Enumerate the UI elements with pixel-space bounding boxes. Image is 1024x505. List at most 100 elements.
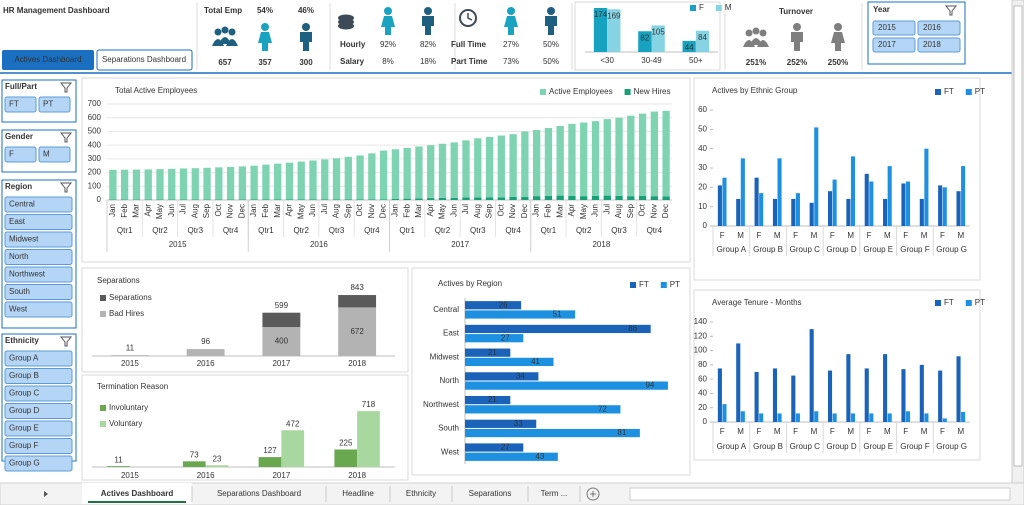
bar (509, 196, 517, 200)
bar (809, 202, 814, 226)
slicer-item[interactable] (4, 438, 73, 454)
slicer-item[interactable] (4, 455, 73, 472)
slicer-title: Full/Part (5, 82, 37, 91)
group-label: Group A (717, 442, 747, 451)
quarter-label: Qtr3 (470, 226, 486, 235)
bar (465, 381, 668, 390)
slicer-item[interactable] (917, 37, 961, 53)
chart-title: Actives by Ethnic Group (712, 86, 798, 95)
slicer-item[interactable] (4, 420, 73, 437)
kpi-pct: 50% (543, 40, 559, 49)
x-tick-label: M (847, 427, 854, 436)
bar (883, 198, 888, 226)
bar (759, 413, 764, 422)
slicer-item[interactable] (4, 196, 73, 213)
bar (281, 430, 305, 467)
kpi-pct: 82% (420, 40, 436, 49)
data-label: 94 (645, 381, 654, 390)
kpi-label: Total Emp (204, 6, 242, 15)
slicer-item[interactable] (872, 37, 916, 53)
group-icon (750, 38, 762, 45)
bar (869, 181, 874, 226)
bar (809, 329, 814, 422)
x-tick-label: F (940, 427, 945, 436)
slicer-item[interactable] (38, 96, 71, 113)
slicer-item[interactable] (4, 368, 73, 384)
slicer-item[interactable] (4, 266, 73, 283)
bar (651, 25, 665, 52)
slicer-item[interactable] (4, 231, 73, 248)
person-icon (381, 16, 395, 35)
bar (791, 198, 796, 226)
person-icon (384, 7, 392, 15)
kpi-pct: 54% (257, 6, 273, 15)
bar (682, 40, 696, 52)
sheet-tab-label: Separations (469, 489, 512, 498)
sheet-tab[interactable] (82, 483, 192, 504)
legend-label: F (699, 3, 704, 12)
bar (262, 164, 270, 200)
nav-button[interactable] (96, 49, 193, 71)
slicer-item[interactable] (4, 350, 73, 367)
bar (906, 411, 911, 422)
slicer-item[interactable] (4, 146, 37, 163)
bar (901, 369, 906, 422)
y-tick-label: 0 (703, 417, 708, 426)
x-tick-label: Sep (343, 203, 352, 218)
bar (846, 198, 851, 226)
bar (662, 196, 670, 200)
person-icon (547, 7, 555, 15)
bar (532, 130, 541, 197)
slicer-item[interactable] (38, 146, 71, 163)
add-sheet[interactable] (586, 487, 600, 501)
slicer-title: Year (873, 5, 890, 14)
bar (465, 357, 554, 367)
legend-swatch (624, 89, 631, 95)
nav-button[interactable] (2, 50, 94, 70)
bar (832, 413, 837, 422)
slicer-item[interactable] (4, 214, 73, 230)
slicer-item-label: 2017 (878, 40, 896, 49)
bar (777, 158, 782, 226)
bar (309, 199, 317, 200)
slicer-item-label: Group E (9, 424, 39, 433)
slicer-item[interactable] (872, 20, 916, 36)
slicer-item[interactable] (917, 20, 961, 36)
filter-icon (59, 182, 73, 193)
bar (532, 196, 541, 200)
bar (956, 191, 961, 226)
slicer-item[interactable] (4, 249, 73, 265)
bar (368, 153, 376, 200)
bar (391, 198, 400, 200)
year-label: 2017 (451, 240, 469, 249)
x-tick-label: Feb (261, 203, 270, 217)
quarter-label: Qtr3 (611, 226, 627, 235)
y-tick-label: 40 (698, 144, 707, 153)
bar (379, 150, 388, 200)
x-tick-label: 2018 (348, 359, 366, 368)
kpi-pct: 73% (503, 57, 519, 66)
bar (544, 128, 553, 196)
slicer-item[interactable] (4, 284, 73, 300)
bar (438, 197, 447, 200)
group-label: Group C (790, 245, 820, 254)
x-tick-label: Sep (626, 203, 635, 218)
x-tick-label: Dec (379, 204, 388, 218)
group-icon (759, 29, 767, 37)
slicer-item[interactable] (4, 385, 73, 402)
x-tick-label: May (296, 204, 305, 219)
x-tick-label: M (737, 427, 744, 436)
bar (110, 355, 149, 356)
bar (736, 198, 741, 226)
slicer-item[interactable] (4, 301, 73, 318)
bar (465, 452, 558, 461)
bar (474, 138, 482, 198)
slicer-item[interactable] (4, 403, 73, 419)
slicer-item[interactable] (4, 96, 37, 113)
bar (465, 348, 511, 357)
x-tick-label: Feb (120, 203, 129, 217)
slicer-item-label: Group B (9, 371, 39, 380)
x-tick-label: F (867, 231, 872, 240)
bar (901, 183, 906, 226)
